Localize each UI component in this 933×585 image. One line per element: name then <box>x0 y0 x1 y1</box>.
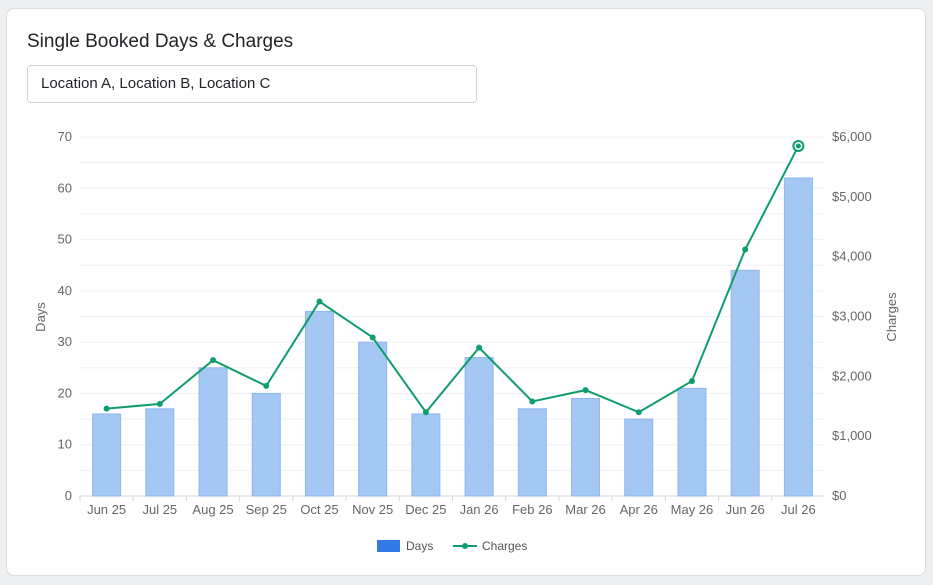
x-tick-label: Mar 26 <box>565 502 605 517</box>
charges-line <box>103 139 805 416</box>
y-tick-label-right: $5,000 <box>832 189 872 204</box>
y-tick-label-right: $1,000 <box>832 428 872 443</box>
legend-days-swatch <box>377 540 400 552</box>
bar-days <box>677 387 707 497</box>
bar-days <box>358 341 388 497</box>
legend-charges-marker <box>462 543 468 549</box>
y-tick-label-left: 70 <box>58 129 72 144</box>
bar-days <box>571 398 601 497</box>
y-tick-label-left: 40 <box>58 283 72 298</box>
bar-days <box>251 392 281 497</box>
point-charges <box>688 378 695 385</box>
x-tick-label: Feb 26 <box>512 502 552 517</box>
y-tick-label-left: 10 <box>58 437 72 452</box>
x-tick-label: Aug 25 <box>192 502 233 517</box>
bar-days <box>464 357 494 497</box>
legend-charges-label: Charges <box>482 539 527 553</box>
gridlines <box>80 136 825 497</box>
point-charges <box>210 357 217 364</box>
point-charges <box>476 344 483 351</box>
point-charges <box>635 409 642 416</box>
legend-days-label: Days <box>406 539 433 553</box>
y-axis-label-days: Days <box>33 302 48 332</box>
y-tick-label-right: $3,000 <box>832 309 872 324</box>
point-charges <box>529 398 536 405</box>
y-tick-label-left: 60 <box>58 180 72 195</box>
bar-days <box>624 418 654 497</box>
bar-days <box>145 408 175 497</box>
bar-days <box>783 177 813 497</box>
y-axis-right: $0 $1,000 $2,000 $3,000 $4,000 $5,000 $6,000 <box>832 129 872 503</box>
y-tick-label-left: 30 <box>58 334 72 349</box>
y-tick-label-left: 0 <box>65 488 72 503</box>
point-charges <box>582 387 589 394</box>
x-tick-label: Oct 25 <box>300 502 338 517</box>
bar-days <box>730 269 760 497</box>
charges-path <box>106 145 800 414</box>
y-tick-label-right: $4,000 <box>832 249 872 264</box>
x-tick-label: May 26 <box>671 502 714 517</box>
y-tick-label-left: 50 <box>58 232 72 247</box>
y-tick-label-left: 20 <box>58 385 72 400</box>
point-charges <box>156 400 163 407</box>
y-tick-label-right: $2,000 <box>832 368 872 383</box>
location-filter-select[interactable]: Location A, Location B, Location C <box>27 65 477 103</box>
bar-days <box>198 367 228 497</box>
x-tick-label: Sep 25 <box>246 502 287 517</box>
point-charges <box>263 382 270 389</box>
point-charges <box>742 246 749 253</box>
bar-days <box>411 413 441 497</box>
x-tick-label: Nov 25 <box>352 502 393 517</box>
point-charges <box>316 298 323 305</box>
y-axis-left: 0 10 20 30 40 50 60 70 <box>58 129 72 503</box>
y-axis-label-charges: Charges <box>884 292 899 342</box>
x-tick-label: Jun 26 <box>726 502 765 517</box>
y-tick-label-right: $6,000 <box>832 129 872 144</box>
y-tick-label-right: $0 <box>832 488 846 503</box>
chart-legend: Days Charges <box>377 539 527 553</box>
bar-days <box>304 310 334 497</box>
x-tick-label: Jan 26 <box>460 502 499 517</box>
x-axis: Jun 25 Jul 25 Aug 25 Sep 25 Oct 25 Nov 25 Dec … <box>79 496 816 517</box>
point-charges <box>369 334 376 341</box>
bar-days <box>517 408 547 497</box>
point-charges <box>422 409 429 416</box>
point-charges <box>795 143 801 149</box>
point-charges <box>103 405 110 412</box>
days-bars <box>92 177 813 497</box>
bar-days <box>92 413 122 497</box>
card-title: Single Booked Days & Charges <box>27 31 294 52</box>
x-tick-label: Jul 25 <box>142 502 177 517</box>
x-tick-label: Jul 26 <box>781 502 816 517</box>
x-tick-label: Jun 25 <box>87 502 126 517</box>
x-tick-label: Dec 25 <box>405 502 446 517</box>
x-tick-label: Apr 26 <box>620 502 658 517</box>
